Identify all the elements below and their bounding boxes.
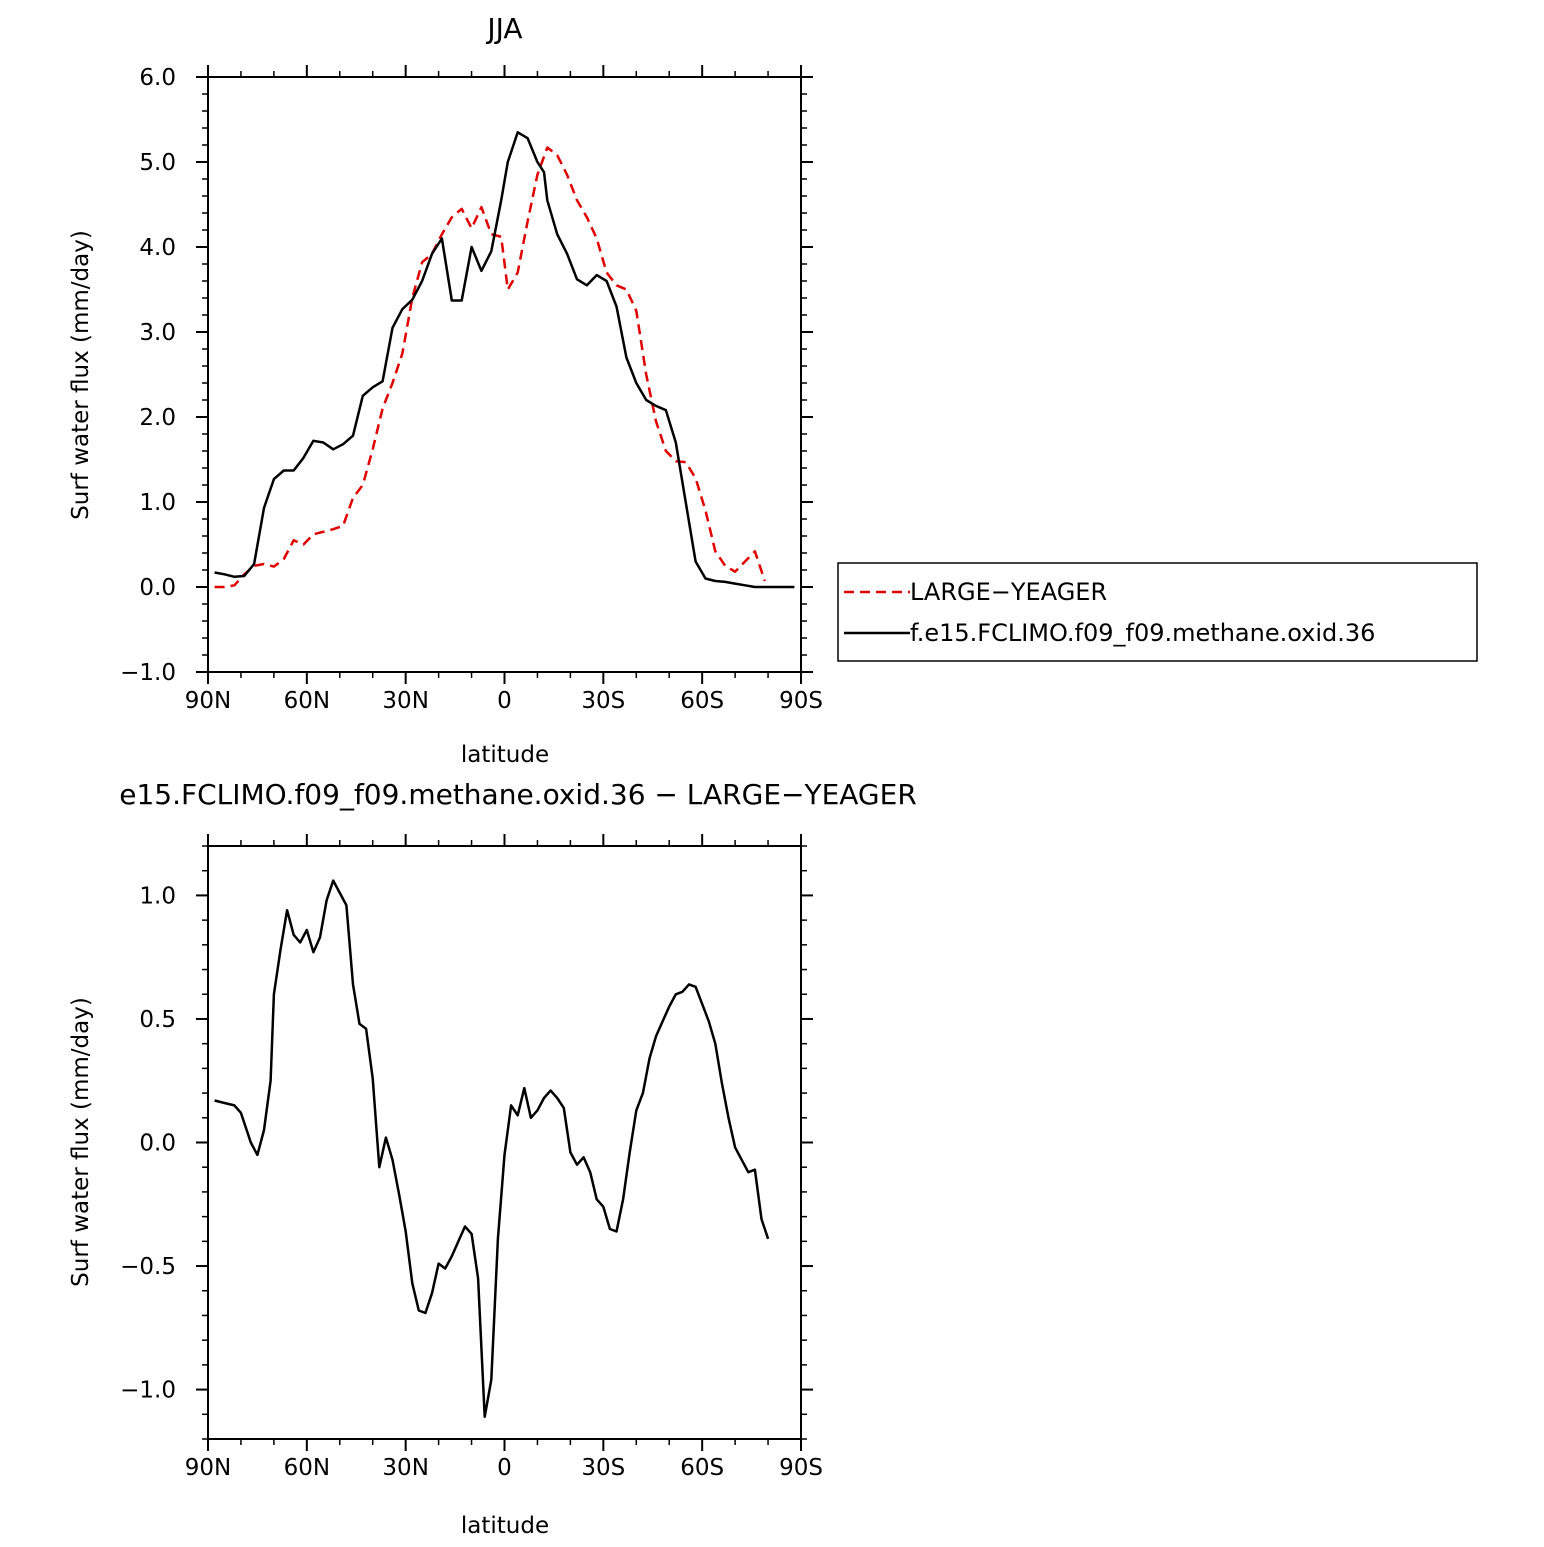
top-panel-ticks (196, 65, 813, 684)
bottom-ytick-label-1: −0.5 (120, 1254, 176, 1280)
bottom-xtick-label-0: 90N (185, 1455, 231, 1481)
top-ytick-label-5: 4.0 (139, 235, 176, 261)
top-ytick-label-2: 1.0 (139, 490, 176, 516)
bottom-xtick-label-6: 90S (779, 1455, 823, 1481)
bottom-panel-ylabel: Surf water flux (mm/day) (68, 997, 94, 1287)
top-ytick-label-3: 2.0 (139, 405, 176, 431)
top-xtick-label-0: 90N (185, 688, 231, 714)
legend: LARGE−YEAGER f.e15.FCLIMO.f09_f09.methan… (837, 562, 1478, 662)
bottom-series-line-0 (214, 879, 770, 1419)
top-panel-series (214, 131, 795, 589)
top-panel-tick-labels: 90N 60N 30N 0 30S 60S 90S −1.0 0.0 1.0 2.0 3.0 4.0 5.… (120, 65, 823, 714)
bottom-xtick-label-3: 0 (497, 1455, 512, 1481)
bottom-ytick-label-2: 0.0 (139, 1131, 176, 1157)
bottom-panel-xlabel: latitude (461, 1513, 549, 1539)
top-xtick-label-5: 60S (680, 688, 724, 714)
top-series-line-0 (214, 146, 766, 589)
top-panel-ylabel: Surf water flux (mm/day) (68, 230, 94, 520)
bottom-panel-series (214, 879, 770, 1419)
top-ytick-label-4: 3.0 (139, 320, 176, 346)
top-xtick-label-6: 90S (779, 688, 823, 714)
bottom-panel-tick-labels: 90N 60N 30N 0 30S 60S 90S −1.0 −0.5 0.0 0.5 1.0 (120, 883, 823, 1481)
legend-box (837, 562, 1478, 662)
bottom-panel: e15.FCLIMO.f09_f09.methane.oxid.36 − LAR… (68, 778, 917, 1539)
top-panel-xlabel: latitude (461, 742, 549, 768)
top-ytick-label-6: 5.0 (139, 150, 176, 176)
bottom-xtick-label-4: 30S (581, 1455, 625, 1481)
bottom-xtick-label-5: 60S (680, 1455, 724, 1481)
top-panel-frame (207, 76, 802, 673)
bottom-panel-frame (207, 845, 802, 1440)
top-panel-title: JJA (485, 12, 522, 45)
top-series-line-1 (214, 131, 795, 589)
bottom-ytick-label-0: −1.0 (120, 1378, 176, 1404)
bottom-xtick-label-1: 60N (284, 1455, 330, 1481)
bottom-ytick-label-3: 0.5 (139, 1007, 176, 1033)
bottom-panel-title: e15.FCLIMO.f09_f09.methane.oxid.36 − LAR… (119, 778, 917, 811)
bottom-panel-ticks (196, 834, 813, 1451)
top-xtick-label-2: 30N (382, 688, 428, 714)
top-xtick-label-4: 30S (581, 688, 625, 714)
legend-label-methane-oxid: f.e15.FCLIMO.f09_f09.methane.oxid.36 (910, 619, 1375, 647)
legend-label-large-yeager: LARGE−YEAGER (910, 578, 1107, 606)
top-ytick-label-7: 6.0 (139, 65, 176, 91)
bottom-ytick-label-4: 1.0 (139, 883, 176, 909)
top-ytick-label-1: 0.0 (139, 575, 176, 601)
top-ytick-label-0: −1.0 (120, 660, 176, 686)
top-xtick-label-3: 0 (497, 688, 512, 714)
top-xtick-label-1: 60N (284, 688, 330, 714)
bottom-xtick-label-2: 30N (382, 1455, 428, 1481)
top-panel: JJA 90N 60N 30N 0 30S 60S 90S −1.0 0.0 1.0 2.0 3.0 4… (68, 12, 1478, 768)
